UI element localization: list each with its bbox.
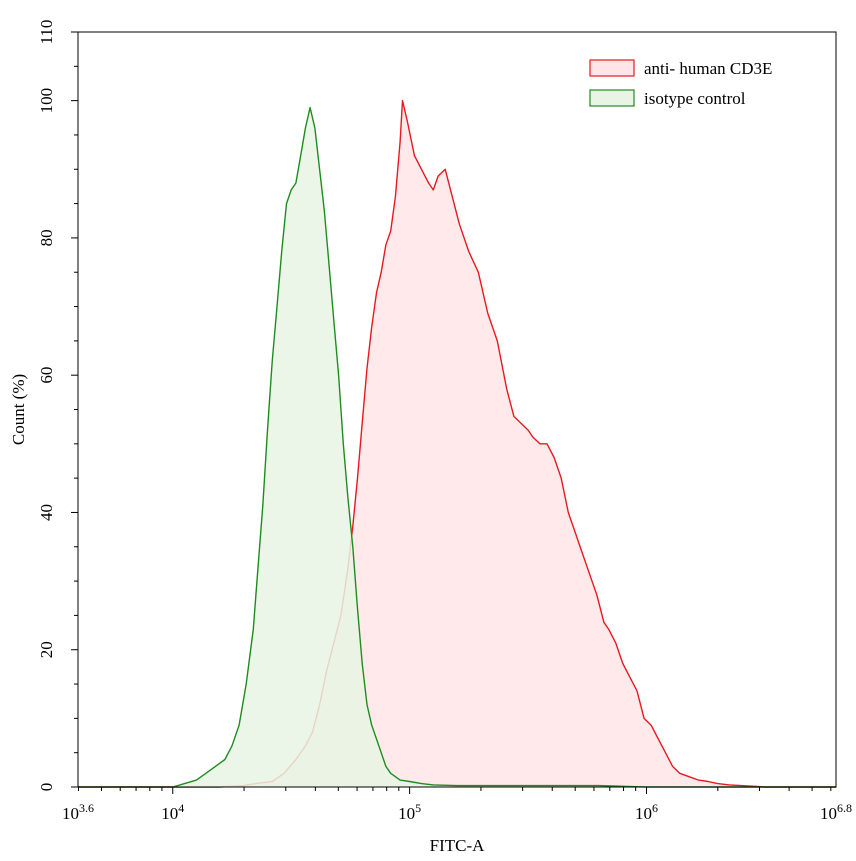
x-tick-label: 104 bbox=[161, 801, 184, 823]
legend: anti- human CD3E isotype control bbox=[589, 59, 772, 108]
legend-label: anti- human CD3E bbox=[644, 59, 772, 78]
x-tick-label: 106 bbox=[635, 801, 658, 823]
x-tick-label: 105 bbox=[398, 801, 421, 823]
series-area-anti-human-cd3e bbox=[78, 100, 836, 788]
y-axis-label: Count (%) bbox=[9, 374, 28, 445]
x-tick-label: 103.6 bbox=[62, 801, 94, 823]
legend-swatch bbox=[589, 89, 635, 107]
y-tick-label: 110 bbox=[37, 20, 56, 45]
legend-swatch bbox=[589, 59, 635, 77]
y-axis: 0 20 40 60 80 100 110 bbox=[37, 20, 78, 792]
series-area-isotype-control bbox=[78, 107, 836, 787]
y-tick-label: 20 bbox=[37, 641, 56, 658]
y-tick-label: 80 bbox=[37, 229, 56, 246]
y-tick-label: 100 bbox=[37, 88, 56, 114]
x-axis-label: FITC-A bbox=[430, 836, 486, 855]
y-tick-label: 40 bbox=[37, 504, 56, 521]
plot-areas bbox=[78, 99, 836, 788]
x-tick-label: 106.8 bbox=[820, 801, 852, 823]
y-tick-label: 60 bbox=[37, 367, 56, 384]
legend-label: isotype control bbox=[644, 89, 746, 108]
series-line-isotype-control bbox=[78, 106, 836, 788]
x-axis: 103.6 104 105 106 106.8 bbox=[62, 787, 852, 823]
y-tick-label: 0 bbox=[37, 783, 56, 792]
